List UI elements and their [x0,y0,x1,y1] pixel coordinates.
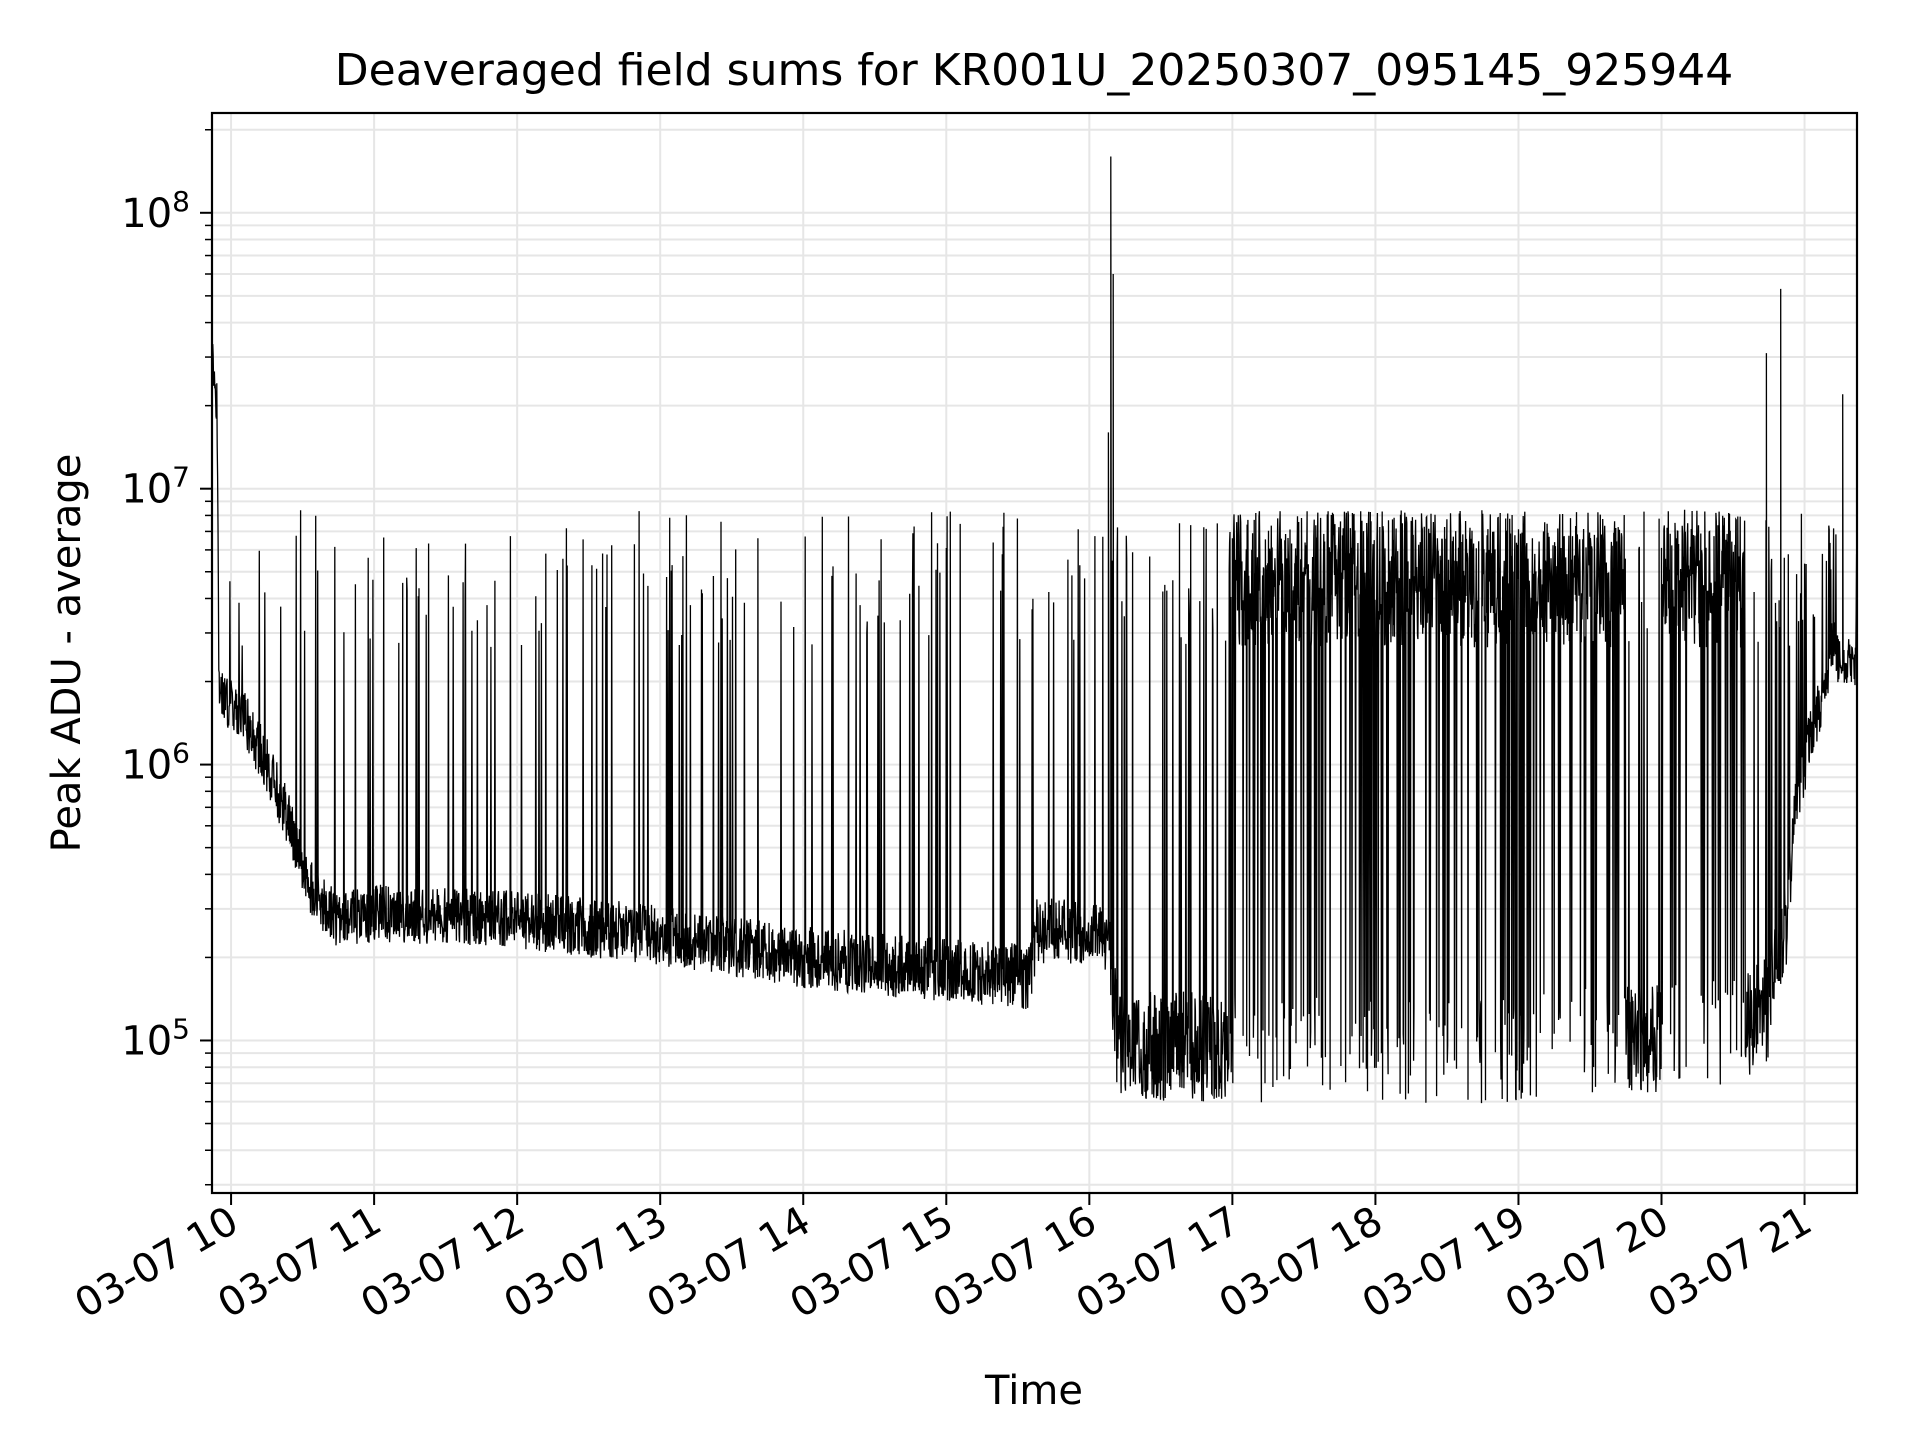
series-line [212,156,1857,1104]
y-tick-label: 107 [121,461,190,513]
plot-background [212,113,1857,1193]
y-tick-label: 108 [121,185,190,237]
plot-area [210,111,1859,1195]
plot-frame [210,111,1859,1195]
y-axis: 105 106 107 108 [121,128,212,1186]
y-tick-label: 106 [121,737,190,789]
series-layer [212,156,1857,1104]
y-axis-label: Peak ADU - average [44,454,90,853]
chart-title: Deaveraged field sums for KR001U_2025030… [335,45,1733,96]
y-tick-label: 105 [121,1012,190,1064]
x-axis-label: Time [984,1368,1083,1414]
